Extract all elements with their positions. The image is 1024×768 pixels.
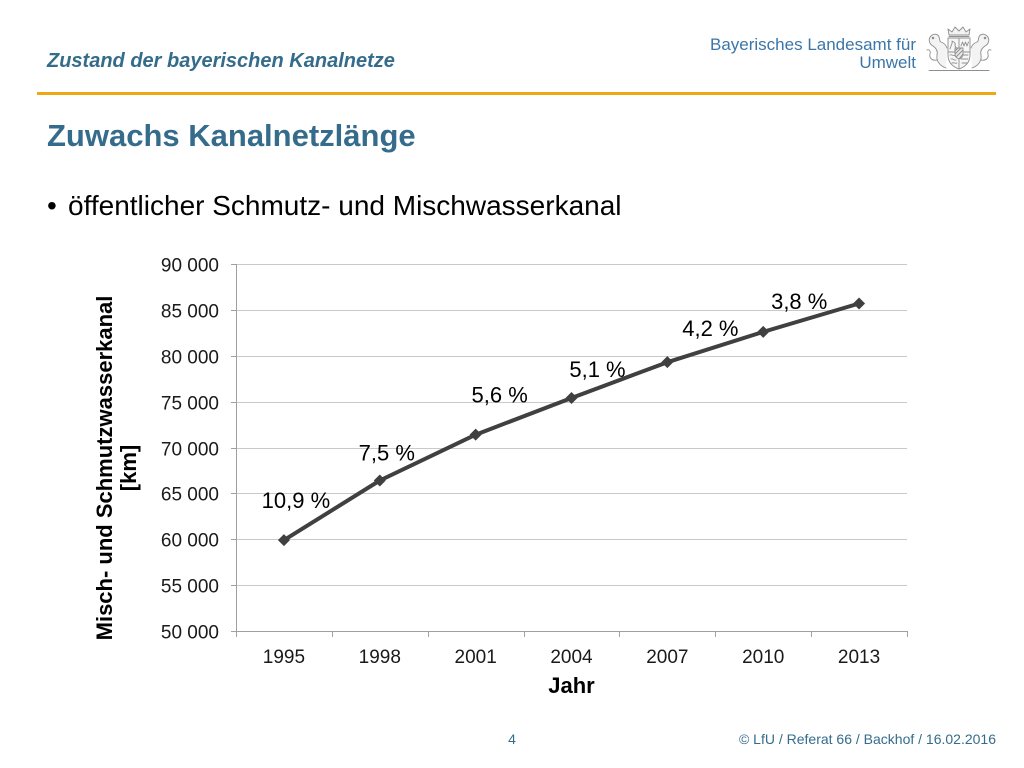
x-tick-label: 2004: [550, 647, 593, 668]
data-point-marker: [661, 356, 674, 369]
data-label: 10,9 %: [262, 488, 331, 513]
y-axis-title-line: Misch- und Schmutzwasserkanal: [92, 296, 117, 641]
coat-of-arms-logo-icon: [926, 26, 992, 71]
bullet-list: • öffentlicher Schmutz- und Mischwasserk…: [47, 189, 622, 223]
data-point-marker: [277, 534, 290, 547]
bullet-item: • öffentlicher Schmutz- und Mischwasserk…: [47, 189, 622, 223]
data-point-marker: [565, 391, 578, 404]
copyright-notice: © LfU / Referat 66 / Backhof / 16.02.201…: [738, 731, 996, 747]
x-axis: 1995 1998 2001 2004 2007 2010 2013: [236, 631, 908, 668]
data-point-marker: [373, 474, 386, 487]
y-tick-label: 85 000: [161, 302, 219, 323]
x-tick-label: 2010: [742, 647, 784, 668]
y-axis-title: Misch- und Schmutzwasserkanal[km]: [92, 296, 141, 641]
bullet-marker: •: [47, 190, 57, 221]
y-tick-label: 50 000: [161, 623, 219, 644]
data-labels: 10,9 % 7,5 % 5,6 % 5,1 % 4,2 % 3,8 %: [262, 289, 828, 513]
y-tick-label: 90 000: [161, 256, 219, 277]
header-divider: [37, 92, 996, 95]
data-point-marker: [469, 428, 482, 441]
x-tick-label: 1998: [359, 647, 401, 668]
organization-name-line: Umwelt: [859, 53, 916, 72]
data-label: 4,2 %: [682, 316, 738, 341]
series: [277, 297, 866, 547]
y-tick-label: 70 000: [161, 440, 219, 461]
page-number: 4: [508, 731, 516, 747]
data-point-marker: [853, 297, 866, 310]
y-tick-label: 60 000: [161, 531, 219, 552]
y-tick-label: 65 000: [161, 485, 219, 506]
data-label: 5,6 %: [472, 383, 528, 408]
bullet-text: öffentlicher Schmutz- und Mischwasserkan…: [68, 190, 622, 221]
y-tick-label: 75 000: [161, 394, 219, 415]
y-axis-title-line: [km]: [116, 445, 141, 491]
data-label: 3,8 %: [771, 289, 827, 314]
x-tick-label: 2007: [646, 647, 688, 668]
organization-name-line: Bayerisches Landesamt für: [710, 35, 916, 54]
organization-name: Bayerisches Landesamt für Umwelt: [710, 36, 916, 72]
y-axis: 50 000 55 000 60 000 65 000 70 000 75 000 80 0…: [161, 256, 237, 644]
x-tick-label: 1995: [263, 647, 305, 668]
x-tick-label: 2001: [455, 647, 497, 668]
y-tick-label: 80 000: [161, 348, 219, 369]
series-line: [281, 301, 862, 543]
data-point-marker: [757, 325, 770, 338]
slide-title: Zuwachs Kanalnetzlänge: [47, 118, 416, 153]
x-tick-label: 2013: [838, 647, 880, 668]
x-axis-title: Jahr: [548, 673, 595, 698]
line-chart: 50 000 55 000 60 000 65 000 70 000 75 000 80 0…: [92, 256, 908, 698]
section-title: Zustand der bayerischen Kanalnetze: [47, 50, 395, 72]
data-label: 5,1 %: [569, 357, 625, 382]
data-label: 7,5 %: [359, 441, 415, 466]
y-tick-label: 55 000: [161, 577, 219, 598]
